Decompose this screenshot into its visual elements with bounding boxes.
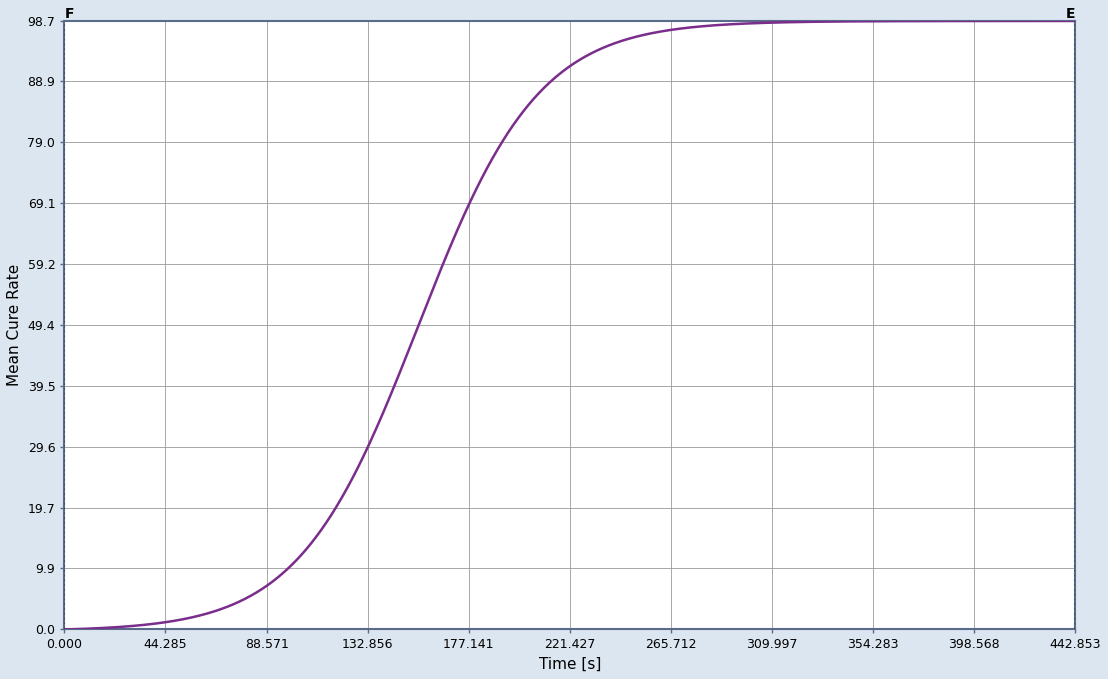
- X-axis label: Time [s]: Time [s]: [538, 657, 601, 672]
- Text: E: E: [1066, 7, 1075, 21]
- Text: F: F: [64, 7, 74, 21]
- Y-axis label: Mean Cure Rate: Mean Cure Rate: [7, 264, 22, 386]
